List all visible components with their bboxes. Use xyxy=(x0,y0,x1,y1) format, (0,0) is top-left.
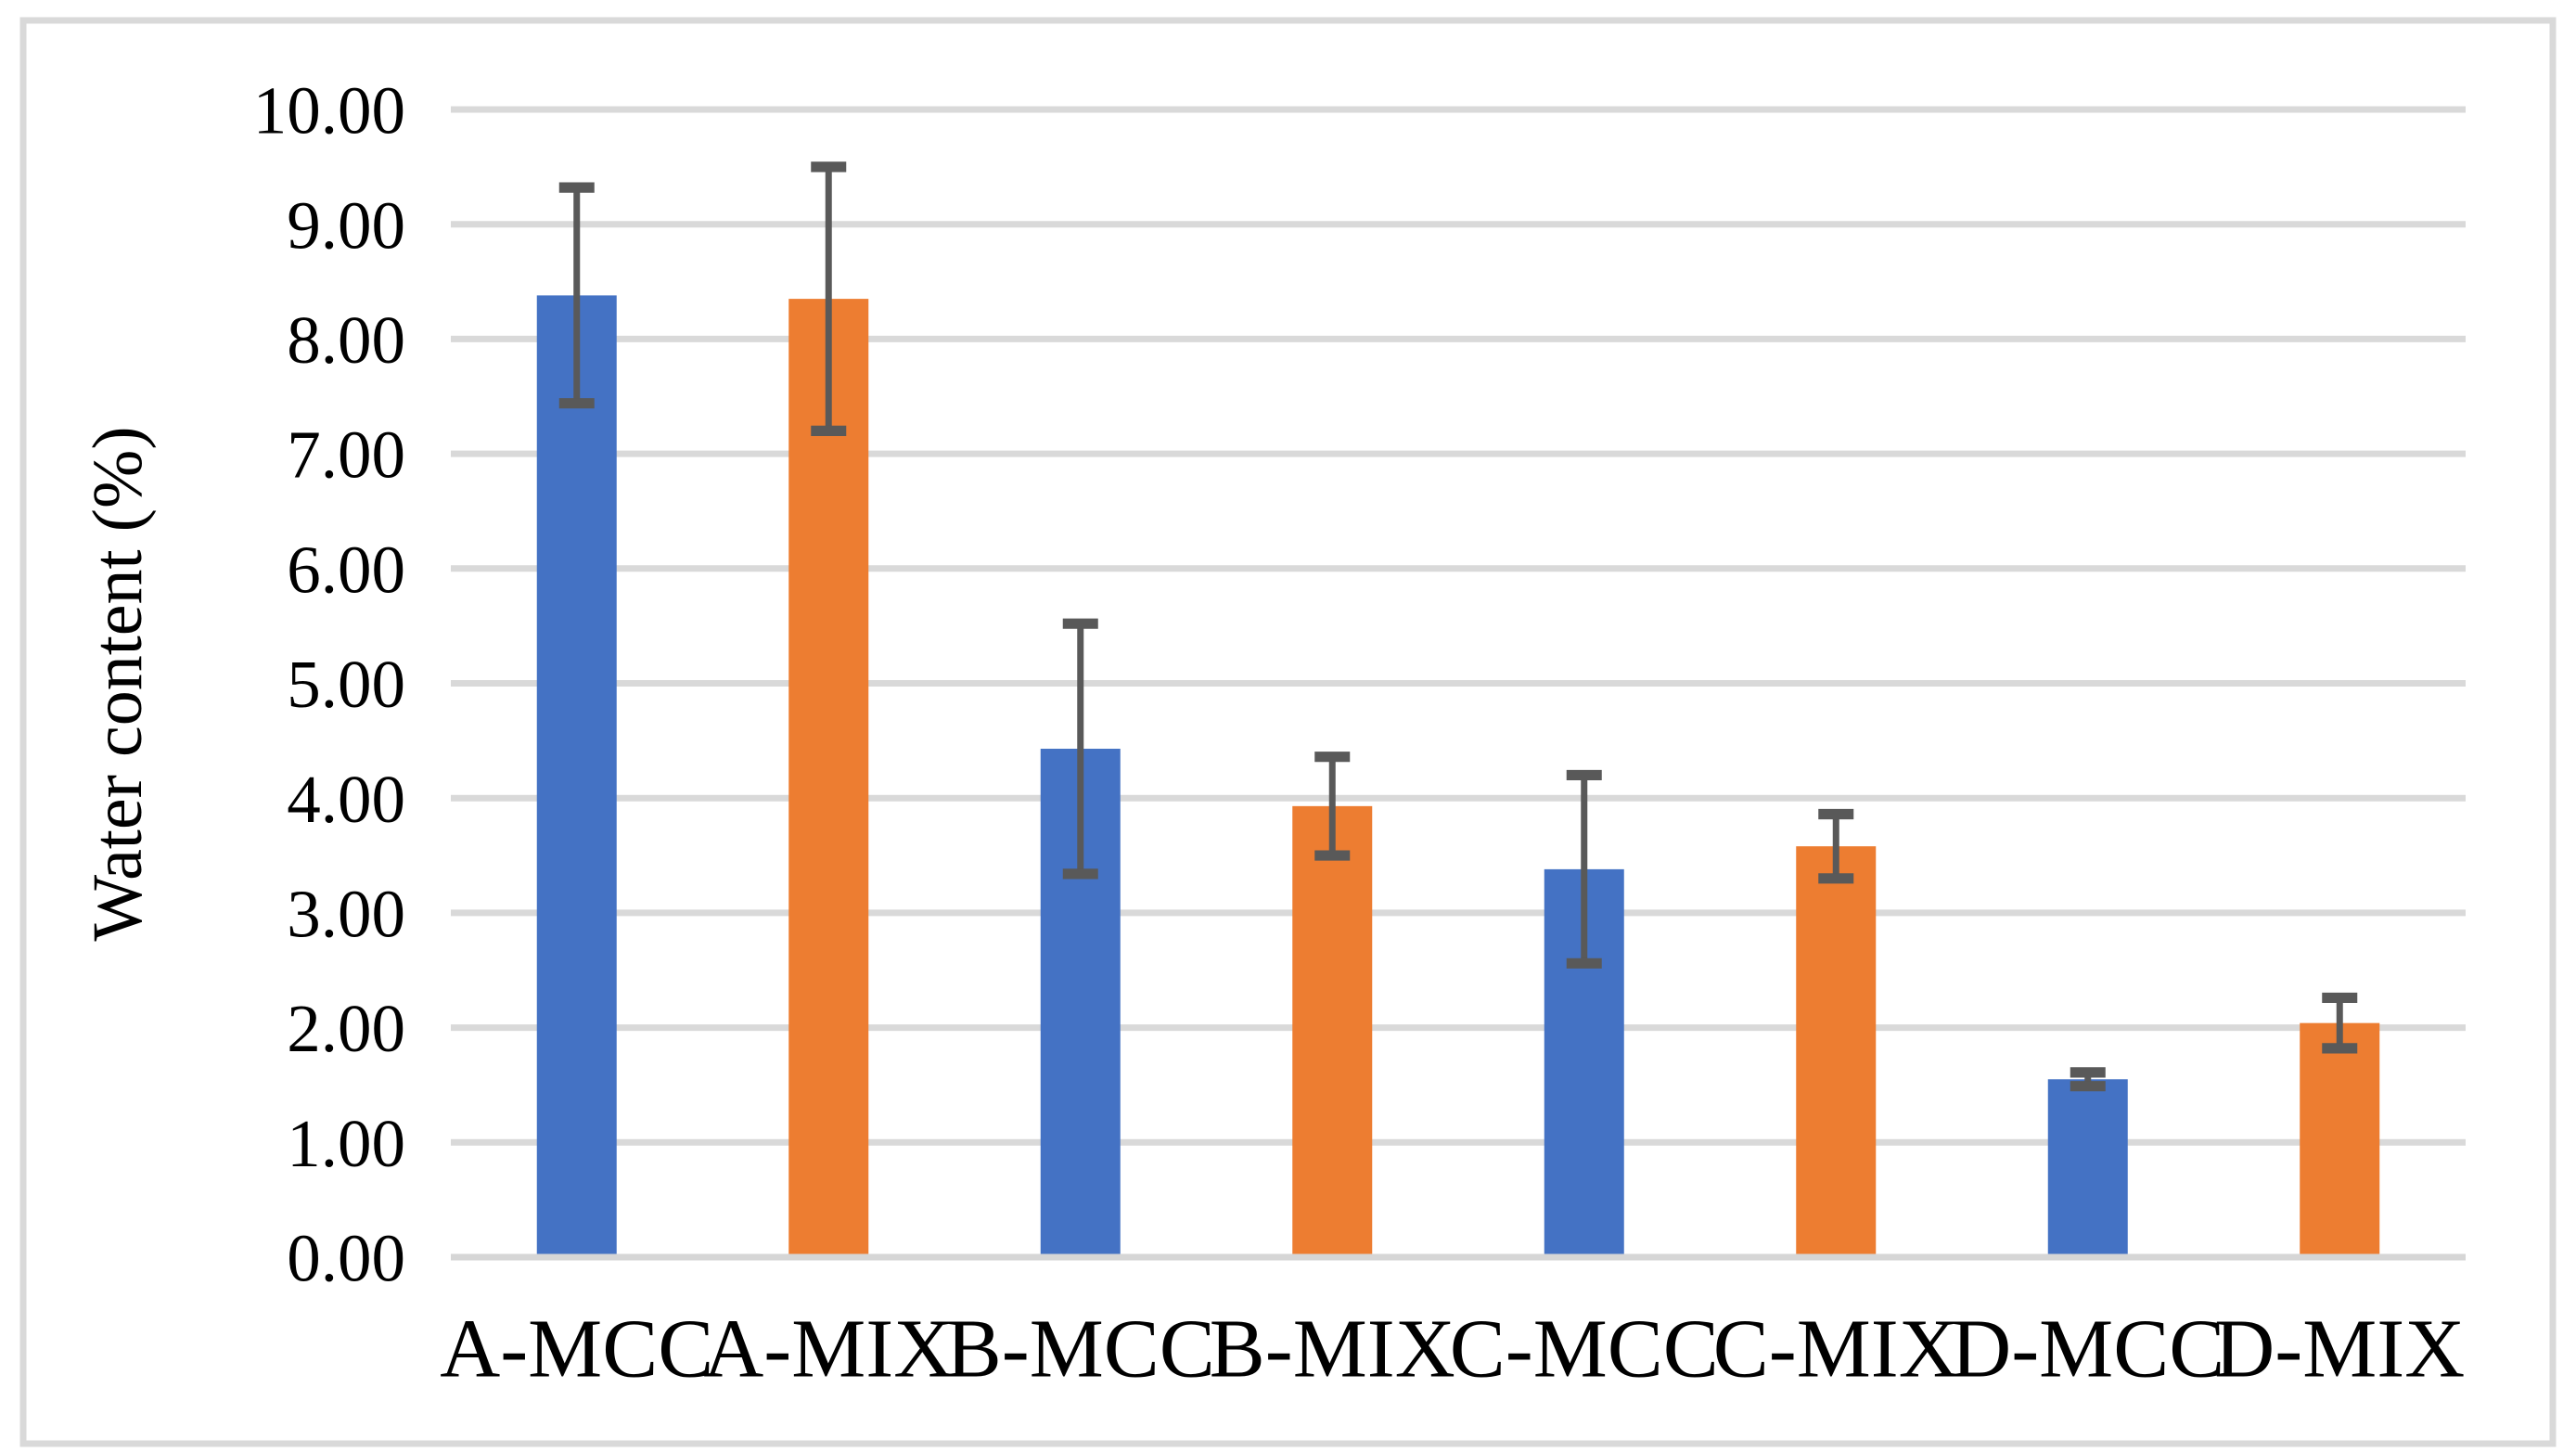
y-tick-label-3.00: 3.00 xyxy=(287,876,405,951)
x-category-label-B-MCC: B-MCC xyxy=(946,1304,1215,1395)
y-tick-label-2.00: 2.00 xyxy=(287,991,405,1066)
x-category-label-A-MCC: A-MCC xyxy=(440,1304,713,1395)
x-category-label-C-MIX: C-MIX xyxy=(1713,1304,1959,1395)
y-tick-label-0.00: 0.00 xyxy=(287,1221,405,1296)
y-tick-label-7.00: 7.00 xyxy=(287,418,405,493)
figure-border xyxy=(19,17,2557,1447)
y-tick-label-9.00: 9.00 xyxy=(287,187,405,263)
x-category-label-D-MCC: D-MCC xyxy=(1951,1304,2224,1395)
bar-C-MIX xyxy=(1796,846,1877,1255)
bar-A-MCC xyxy=(536,295,617,1255)
x-category-label-D-MIX: D-MIX xyxy=(2214,1304,2465,1395)
y-tick-label-6.00: 6.00 xyxy=(287,532,405,607)
x-category-label-A-MIX: A-MIX xyxy=(703,1304,954,1395)
bar-B-MIX xyxy=(1292,805,1373,1255)
bar-A-MIX xyxy=(788,299,869,1256)
y-tick-label-8.00: 8.00 xyxy=(287,302,405,378)
y-tick-label-1.00: 1.00 xyxy=(287,1106,405,1181)
y-tick-label-10.00: 10.00 xyxy=(253,73,405,148)
x-category-label-B-MIX: B-MIX xyxy=(1210,1304,1455,1395)
y-tick-label-5.00: 5.00 xyxy=(287,647,405,722)
y-axis-title: Water content (%) xyxy=(79,426,157,941)
bar-D-MIX xyxy=(2300,1022,2380,1255)
x-category-label-C-MCC: C-MCC xyxy=(1450,1304,1719,1395)
bar-D-MCC xyxy=(2047,1079,2128,1255)
y-tick-label-4.00: 4.00 xyxy=(287,762,405,837)
